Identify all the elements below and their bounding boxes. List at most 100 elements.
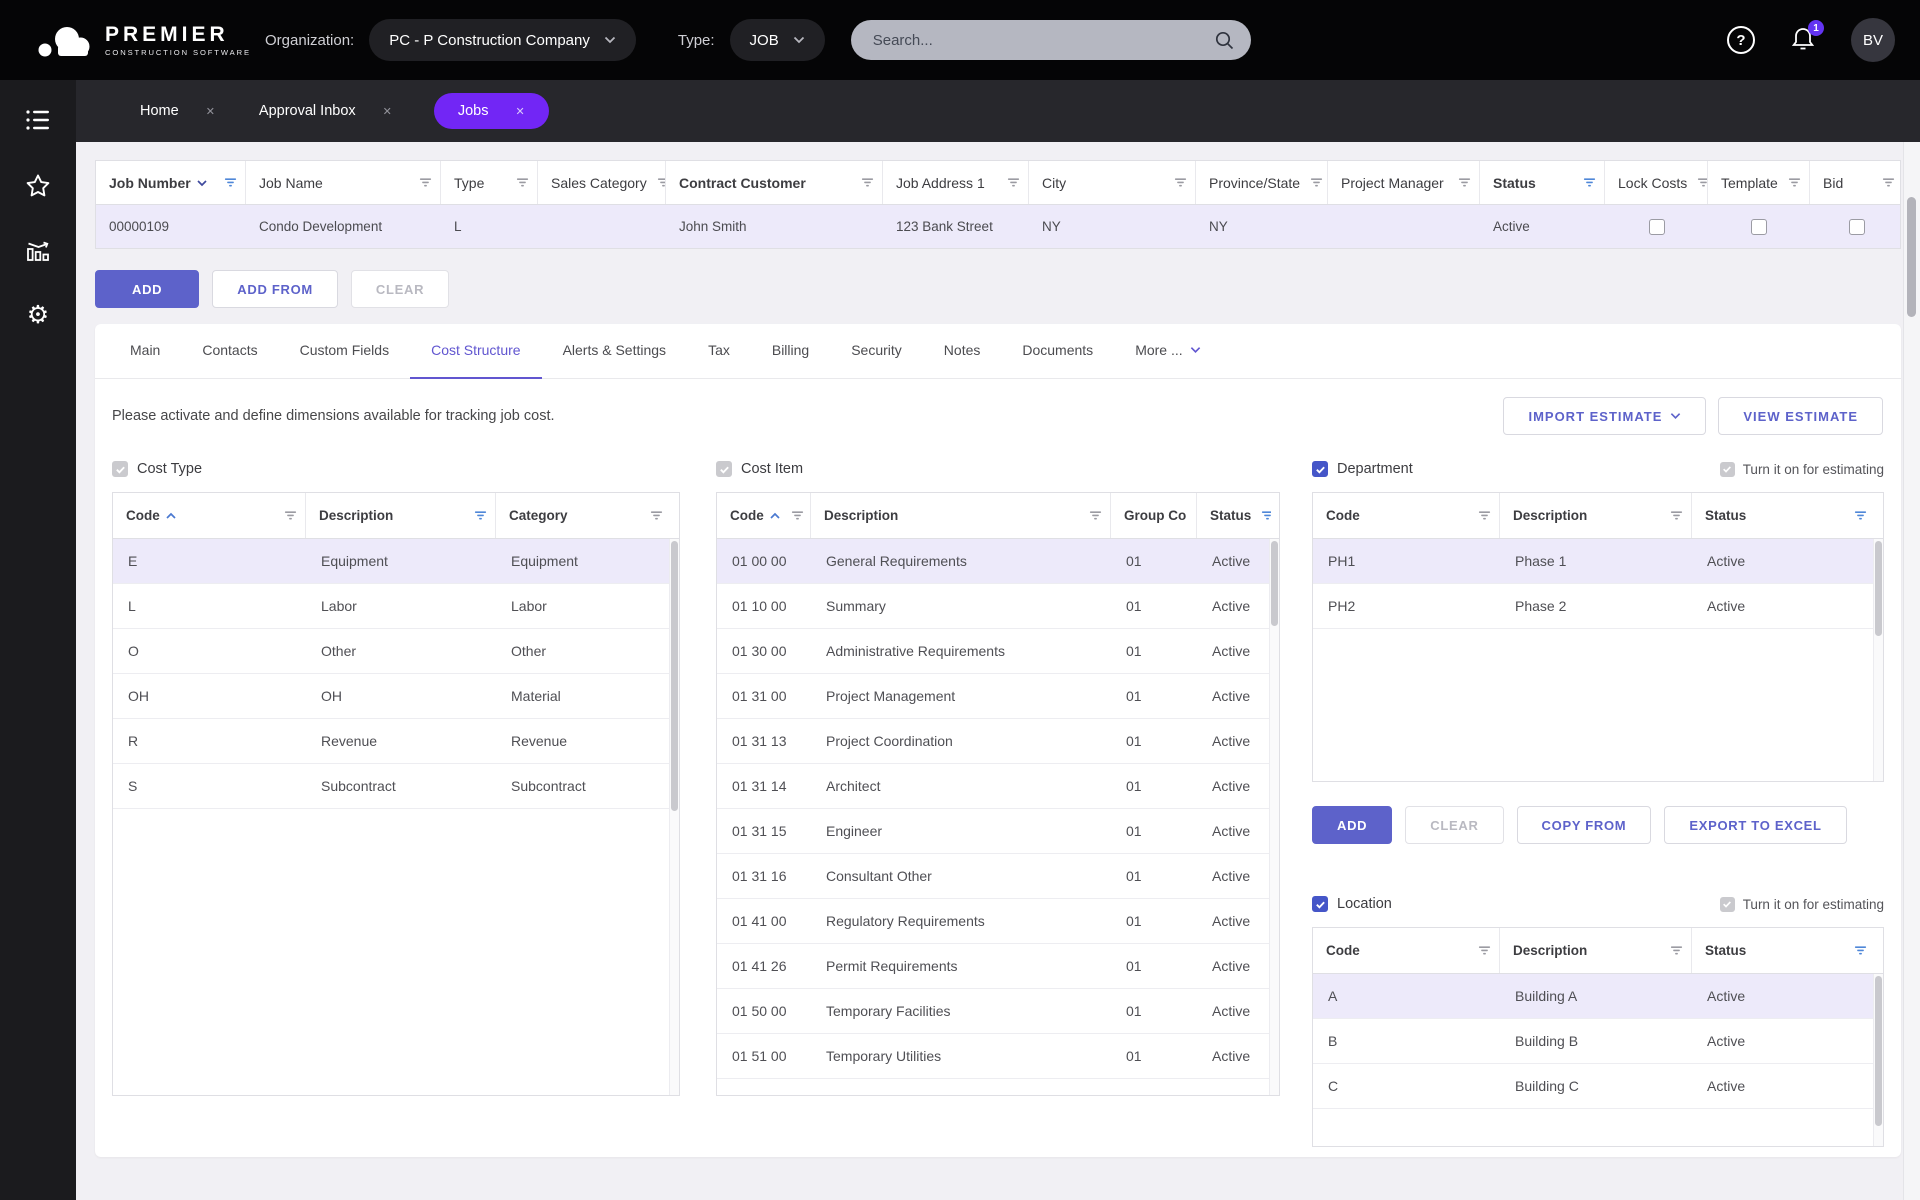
workspace-tab-jobs[interactable]: Jobs ✕ bbox=[433, 93, 549, 129]
table-row[interactable]: S Subcontract Subcontract bbox=[113, 764, 679, 809]
filter-icon[interactable] bbox=[650, 509, 663, 522]
page-scrollbar[interactable] bbox=[1903, 142, 1920, 1200]
table-row[interactable]: 01 00 00 General Requirements 01 Active bbox=[717, 539, 1279, 584]
scrollbar-thumb[interactable] bbox=[1907, 197, 1916, 317]
table-row[interactable]: C Building C Active bbox=[1313, 1064, 1883, 1109]
table-row[interactable]: PH1 Phase 1 Active bbox=[1313, 539, 1883, 584]
help-icon[interactable]: ? bbox=[1727, 26, 1755, 54]
table-row[interactable]: A Building A Active bbox=[1313, 974, 1883, 1019]
table-row[interactable]: 01 51 00 Temporary Utilities 01 Active bbox=[717, 1034, 1279, 1079]
filter-icon[interactable] bbox=[1670, 509, 1683, 522]
tab-security[interactable]: Security bbox=[830, 324, 923, 379]
tab-main[interactable]: Main bbox=[109, 324, 181, 379]
filter-icon[interactable] bbox=[1788, 176, 1801, 189]
scrollbar-thumb[interactable] bbox=[1875, 976, 1882, 1126]
column-header[interactable]: Job Number bbox=[96, 161, 246, 204]
table-row[interactable]: PH2 Phase 2 Active bbox=[1313, 584, 1883, 629]
close-tab-icon[interactable]: ✕ bbox=[382, 105, 392, 118]
scrollbar-thumb[interactable] bbox=[671, 541, 678, 811]
tab-documents[interactable]: Documents bbox=[1001, 324, 1114, 379]
filter-icon[interactable] bbox=[861, 176, 874, 189]
table-row[interactable]: 01 31 14 Architect 01 Active bbox=[717, 764, 1279, 809]
column-header[interactable]: Bid bbox=[1810, 161, 1903, 204]
tab-tax[interactable]: Tax bbox=[687, 324, 751, 379]
column-header[interactable]: Type bbox=[441, 161, 538, 204]
filter-icon[interactable] bbox=[1854, 944, 1867, 957]
department-clear-button[interactable]: CLEAR bbox=[1405, 806, 1504, 844]
tab-custom-fields[interactable]: Custom Fields bbox=[279, 324, 410, 379]
filter-icon[interactable] bbox=[1697, 176, 1707, 189]
column-header[interactable]: Description bbox=[1500, 928, 1692, 973]
table-row[interactable]: B Building B Active bbox=[1313, 1019, 1883, 1064]
add-button[interactable]: ADD bbox=[95, 270, 200, 308]
column-header[interactable]: Description bbox=[1500, 493, 1692, 538]
row-checkbox[interactable] bbox=[1848, 218, 1865, 235]
column-header[interactable]: Lock Costs bbox=[1605, 161, 1708, 204]
table-row[interactable]: 01 31 00 Project Management 01 Active bbox=[717, 674, 1279, 719]
filter-icon[interactable] bbox=[1583, 176, 1596, 189]
column-header[interactable]: Category bbox=[496, 493, 671, 538]
filter-icon[interactable] bbox=[1458, 176, 1471, 189]
column-header[interactable]: Description bbox=[306, 493, 496, 538]
table-row[interactable]: 01 41 00 Regulatory Requirements 01 Active bbox=[717, 899, 1279, 944]
tab-alerts-settings[interactable]: Alerts & Settings bbox=[542, 324, 688, 379]
add-from-button[interactable]: ADD FROM bbox=[212, 270, 338, 308]
table-row[interactable]: 01 41 26 Permit Requirements 01 Active bbox=[717, 944, 1279, 989]
filter-icon[interactable] bbox=[1670, 944, 1683, 957]
filter-icon[interactable] bbox=[791, 509, 804, 522]
view-estimate-button[interactable]: VIEW ESTIMATE bbox=[1718, 397, 1883, 435]
favorites-star-icon[interactable] bbox=[24, 171, 52, 199]
table-row[interactable]: 01 10 00 Summary 01 Active bbox=[717, 584, 1279, 629]
table-row[interactable]: E Equipment Equipment bbox=[113, 539, 679, 584]
table-row[interactable]: OH OH Material bbox=[113, 674, 679, 719]
column-header[interactable]: Job Address 1 bbox=[883, 161, 1029, 204]
filter-icon[interactable] bbox=[474, 509, 487, 522]
column-header[interactable]: Job Name bbox=[246, 161, 441, 204]
workspace-tab-home[interactable]: Home ✕ bbox=[138, 93, 217, 129]
settings-gear-icon[interactable]: ⚙ bbox=[24, 301, 52, 329]
filter-icon[interactable] bbox=[284, 509, 297, 522]
filter-icon[interactable] bbox=[224, 176, 237, 189]
user-avatar[interactable]: BV bbox=[1851, 18, 1895, 62]
column-header[interactable]: Contract Customer bbox=[666, 161, 883, 204]
type-select[interactable]: JOB bbox=[729, 19, 825, 61]
row-checkbox[interactable] bbox=[1751, 218, 1767, 235]
close-tab-icon[interactable]: ✕ bbox=[205, 105, 215, 118]
tab-contacts[interactable]: Contacts bbox=[181, 324, 278, 379]
location-checkbox[interactable] bbox=[1312, 896, 1328, 912]
filter-icon[interactable] bbox=[1310, 176, 1323, 189]
column-header[interactable]: Province/State bbox=[1196, 161, 1328, 204]
column-header[interactable]: Description bbox=[811, 493, 1111, 538]
column-header[interactable]: Code bbox=[717, 493, 811, 538]
table-row[interactable]: L Labor Labor bbox=[113, 584, 679, 629]
table-scrollbar[interactable] bbox=[669, 539, 679, 1095]
copy-from-button[interactable]: COPY FROM bbox=[1516, 806, 1652, 844]
filter-icon[interactable] bbox=[1007, 176, 1020, 189]
column-header[interactable]: Code bbox=[113, 493, 306, 538]
column-header[interactable]: Template bbox=[1708, 161, 1810, 204]
workspace-tab-approval-inbox[interactable]: Approval Inbox ✕ bbox=[257, 93, 394, 129]
table-row[interactable]: R Revenue Revenue bbox=[113, 719, 679, 764]
table-row[interactable]: 01 50 00 Temporary Facilities 01 Active bbox=[717, 989, 1279, 1034]
table-row[interactable]: 00000109 Condo Development L John Smith 123 … bbox=[96, 205, 1900, 248]
department-add-button[interactable]: ADD bbox=[1312, 806, 1393, 844]
table-scrollbar[interactable] bbox=[1873, 974, 1883, 1146]
filter-icon[interactable] bbox=[1478, 509, 1491, 522]
organization-select[interactable]: PC - P Construction Company bbox=[369, 19, 636, 61]
filter-icon[interactable] bbox=[1261, 509, 1271, 522]
column-header[interactable]: Status bbox=[1692, 493, 1875, 538]
filter-icon[interactable] bbox=[657, 176, 665, 189]
filter-icon[interactable] bbox=[1174, 176, 1187, 189]
column-header[interactable]: Group Co bbox=[1111, 493, 1197, 538]
table-row[interactable]: 01 31 13 Project Coordination 01 Active bbox=[717, 719, 1279, 764]
table-row[interactable]: 01 31 16 Consultant Other 01 Active bbox=[717, 854, 1279, 899]
filter-icon[interactable] bbox=[1882, 176, 1895, 189]
table-row[interactable]: 01 30 00 Administrative Requirements 01 Act… bbox=[717, 629, 1279, 674]
search-input[interactable] bbox=[850, 20, 1251, 60]
filter-icon[interactable] bbox=[419, 176, 432, 189]
tab-more[interactable]: More ... bbox=[1114, 324, 1221, 379]
column-header[interactable]: Project Manager bbox=[1328, 161, 1480, 204]
row-checkbox[interactable] bbox=[1648, 218, 1665, 235]
filter-icon[interactable] bbox=[1089, 509, 1102, 522]
